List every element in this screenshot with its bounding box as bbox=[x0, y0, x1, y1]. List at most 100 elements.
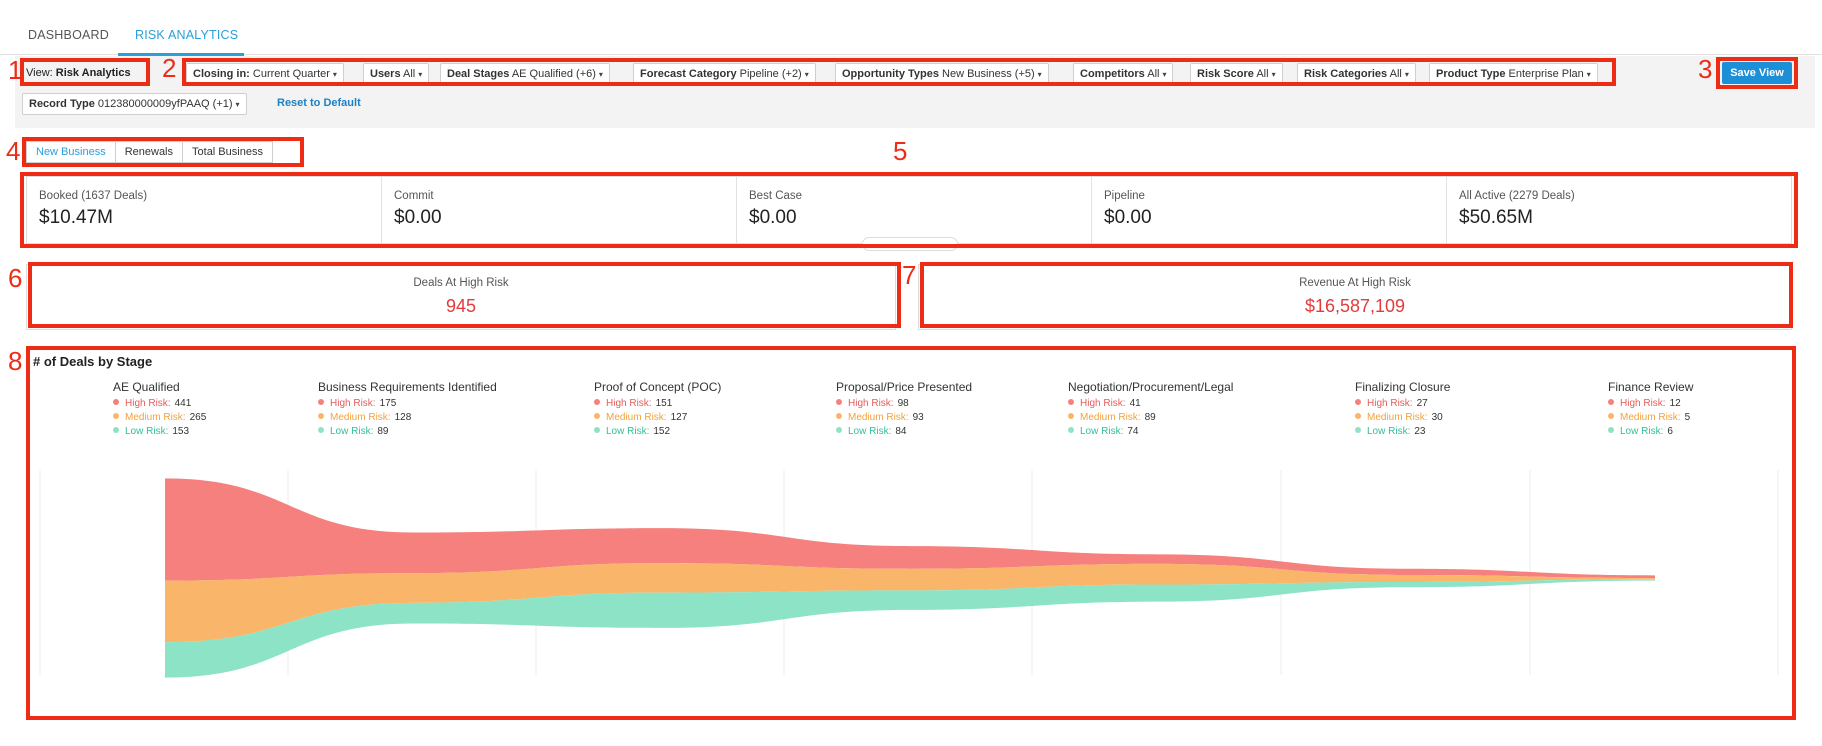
series-band-low-risk[interactable] bbox=[165, 579, 1655, 678]
view-selector[interactable]: View: Risk Analytics bbox=[26, 63, 131, 83]
chart-title: # of Deals by Stage bbox=[33, 354, 153, 369]
summary-value: $10.47M bbox=[39, 207, 113, 228]
stage-legend: Proof of Concept (POC) High Risk: 151 Mediu… bbox=[594, 380, 721, 439]
filter-product-type[interactable]: Product Type Enterprise Plan ▾ bbox=[1429, 63, 1598, 85]
risk-label: Low Risk: bbox=[848, 426, 892, 437]
risk-label: Medium Risk: bbox=[848, 412, 909, 423]
legend-dot-icon bbox=[836, 427, 842, 434]
series-band-medium-risk[interactable] bbox=[165, 563, 1655, 643]
risk-label: Medium Risk: bbox=[330, 412, 391, 423]
summary-card-pipeline: Pipeline $0.00 bbox=[1092, 177, 1447, 243]
legend-dot-icon bbox=[1068, 399, 1074, 406]
risk-count: 441 bbox=[174, 398, 192, 409]
filter-risk-score[interactable]: Risk Score All ▾ bbox=[1190, 63, 1283, 85]
risk-count-row: Low Risk: 89 bbox=[318, 425, 497, 439]
filter-opportunity-types[interactable]: Opportunity Types New Business (+5) ▾ bbox=[835, 63, 1049, 85]
legend-dot-icon bbox=[836, 399, 842, 406]
annotation-number: 1 bbox=[8, 55, 23, 85]
business-type-tabs: New Business Renewals Total Business bbox=[26, 141, 273, 163]
risk-label: Medium Risk: bbox=[1367, 412, 1428, 423]
tab-new-business[interactable]: New Business bbox=[27, 142, 116, 162]
stage-legend: Proposal/Price Presented High Risk: 98 Medi… bbox=[836, 380, 972, 439]
legend-dot-icon bbox=[318, 399, 324, 406]
risk-label: Low Risk: bbox=[330, 426, 374, 437]
filter-closing-in[interactable]: Closing in: Current Quarter ▾ bbox=[186, 63, 344, 85]
filter-deal-stages[interactable]: Deal Stages AE Qualified (+6) ▾ bbox=[440, 63, 610, 85]
risk-count-row: Low Risk: 84 bbox=[836, 425, 972, 439]
risk-card-value: $16,587,109 bbox=[1304, 296, 1406, 316]
legend-dot-icon bbox=[318, 413, 324, 420]
risk-label: Low Risk: bbox=[1367, 426, 1411, 437]
summary-card-booked: Booked (1637 Deals) $10.47M bbox=[27, 177, 382, 243]
summary-value: $0.00 bbox=[1104, 207, 1152, 228]
summary-label: Booked (1637 Deals) bbox=[39, 190, 148, 202]
filter-users[interactable]: Users All ▾ bbox=[363, 63, 430, 85]
tab-dashboard[interactable]: DASHBOARD bbox=[28, 28, 109, 42]
legend-dot-icon bbox=[113, 399, 119, 406]
summary-card-all-active: All Active (2279 Deals) $50.65M bbox=[1447, 177, 1791, 243]
summary-label: All Active (2279 Deals) bbox=[1459, 190, 1575, 202]
risk-count: 5 bbox=[1684, 412, 1691, 423]
risk-count: 175 bbox=[379, 398, 397, 409]
risk-count: 30 bbox=[1431, 412, 1443, 423]
tab-risk-analytics[interactable]: RISK ANALYTICS bbox=[135, 28, 239, 42]
risk-card-value: 945 bbox=[445, 296, 477, 316]
legend-dot-icon bbox=[1608, 399, 1614, 406]
risk-count-row: Medium Risk: 265 bbox=[113, 411, 206, 425]
reset-to-default-link[interactable]: Reset to Default bbox=[277, 97, 361, 109]
stage-name: Business Requirements Identified bbox=[318, 380, 497, 394]
filter-record-type[interactable]: Record Type 012380000009yfPAAQ (+1) ▾ bbox=[22, 93, 247, 115]
risk-count-row: High Risk: 175 bbox=[318, 397, 497, 411]
risk-label: Low Risk: bbox=[606, 426, 650, 437]
summary-value: $50.65M bbox=[1459, 207, 1533, 228]
filter-label: Product Type bbox=[1436, 68, 1506, 80]
risk-count-row: High Risk: 441 bbox=[113, 397, 206, 411]
risk-count-row: High Risk: 98 bbox=[836, 397, 972, 411]
caret-down-icon: ▾ bbox=[1162, 70, 1167, 79]
filter-competitors[interactable]: Competitors All ▾ bbox=[1073, 63, 1174, 85]
annotation-number: 3 bbox=[1698, 54, 1713, 84]
filter-label: Closing in: bbox=[193, 68, 250, 80]
filter-label: Record Type bbox=[29, 98, 95, 110]
filter-label: Risk Categories bbox=[1304, 68, 1388, 80]
risk-count-row: Medium Risk: 89 bbox=[1068, 411, 1233, 425]
risk-label: Medium Risk: bbox=[1620, 412, 1681, 423]
tab-renewals[interactable]: Renewals bbox=[116, 142, 184, 162]
filter-value: All bbox=[1256, 68, 1269, 80]
collapse-toggle[interactable] bbox=[862, 237, 958, 251]
risk-label: High Risk: bbox=[848, 398, 894, 409]
filter-risk-categories[interactable]: Risk Categories All ▾ bbox=[1297, 63, 1416, 85]
risk-count: 23 bbox=[1414, 426, 1426, 437]
filter-value: Enterprise Plan bbox=[1508, 68, 1584, 80]
risk-count: 93 bbox=[912, 412, 924, 423]
summary-label: Commit bbox=[394, 190, 434, 202]
save-view-button[interactable]: Save View bbox=[1722, 62, 1792, 84]
filter-label: Opportunity Types bbox=[842, 68, 939, 80]
view-label: View: bbox=[26, 67, 53, 79]
risk-count: 6 bbox=[1667, 426, 1673, 437]
filter-value: New Business (+5) bbox=[942, 68, 1035, 80]
risk-card-label: Deals At High Risk bbox=[413, 277, 509, 289]
legend-dot-icon bbox=[1355, 399, 1361, 406]
risk-count: 27 bbox=[1416, 398, 1428, 409]
legend-dot-icon bbox=[594, 413, 600, 420]
filter-value: All bbox=[403, 68, 416, 80]
caret-down-icon: ▾ bbox=[1271, 70, 1276, 79]
stage-legend: AE Qualified High Risk: 441 Medium Risk: 265… bbox=[113, 380, 206, 439]
legend-dot-icon bbox=[1355, 413, 1361, 420]
risk-count-row: Low Risk: 74 bbox=[1068, 425, 1233, 439]
legend-dot-icon bbox=[1068, 413, 1074, 420]
tab-total-business[interactable]: Total Business bbox=[192, 146, 263, 158]
risk-label: High Risk: bbox=[1620, 398, 1666, 409]
risk-count: 153 bbox=[172, 426, 190, 437]
filter-value: Pipeline (+2) bbox=[739, 68, 802, 80]
caret-down-icon: ▾ bbox=[332, 70, 337, 79]
risk-count: 41 bbox=[1129, 398, 1141, 409]
series-band-high-risk[interactable] bbox=[165, 478, 1655, 581]
filter-value: All bbox=[1147, 68, 1160, 80]
risk-count: 128 bbox=[394, 412, 412, 423]
filter-forecast-category[interactable]: Forecast Category Pipeline (+2) ▾ bbox=[633, 63, 816, 85]
risk-count-row: High Risk: 12 bbox=[1608, 397, 1693, 411]
risk-flow-chart bbox=[39, 470, 1779, 678]
risk-count-row: Low Risk: 23 bbox=[1355, 425, 1450, 439]
